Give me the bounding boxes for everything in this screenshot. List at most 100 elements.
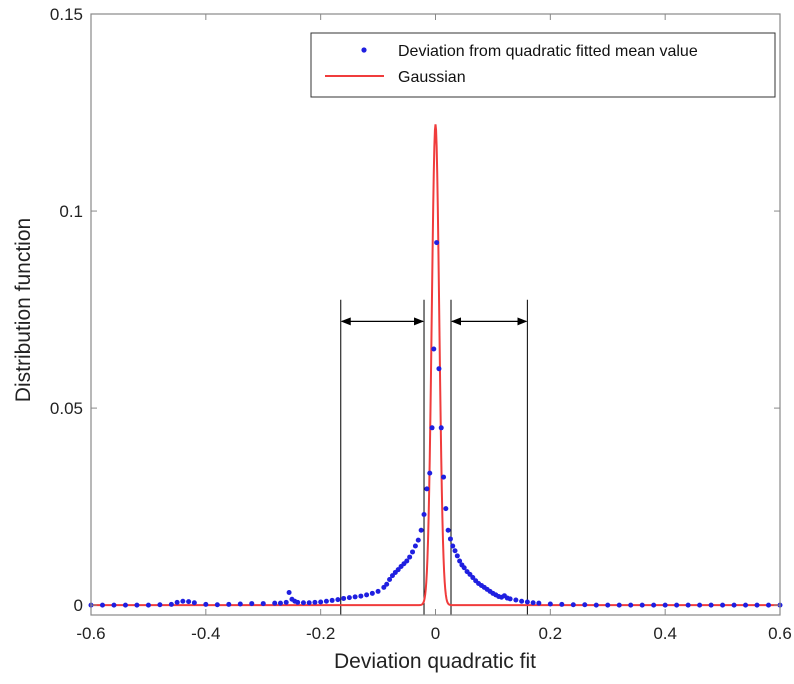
- data-point: [407, 554, 413, 560]
- data-point: [697, 602, 703, 608]
- data-point: [180, 598, 186, 604]
- data-point: [519, 598, 525, 604]
- data-point: [122, 602, 128, 608]
- annotation-group: [340, 299, 528, 615]
- data-point: [743, 602, 749, 608]
- data-point: [168, 601, 174, 607]
- data-point: [410, 549, 416, 555]
- data-point: [454, 553, 460, 559]
- data-point: [438, 425, 444, 431]
- points-layer: [88, 240, 783, 608]
- data-point: [300, 600, 306, 606]
- data-point: [536, 600, 542, 606]
- legend-label-gaussian: Gaussian: [398, 69, 466, 86]
- data-point: [157, 602, 163, 608]
- data-point: [427, 470, 433, 476]
- data-point: [214, 602, 220, 608]
- y-tick-label: 0.15: [50, 5, 83, 24]
- x-tick-label: 0.2: [539, 624, 563, 643]
- data-point: [547, 601, 553, 607]
- data-point: [329, 597, 335, 603]
- data-point: [421, 512, 427, 517]
- data-point: [418, 527, 424, 533]
- data-point: [260, 601, 266, 607]
- data-point: [364, 592, 370, 598]
- data-point: [341, 595, 347, 601]
- data-point: [443, 506, 449, 512]
- data-point: [559, 601, 565, 607]
- data-point: [99, 602, 105, 608]
- y-tick-label: 0: [74, 596, 83, 615]
- data-point: [203, 601, 209, 607]
- data-point: [191, 600, 197, 606]
- data-point: [384, 581, 390, 587]
- data-point: [431, 346, 437, 352]
- legend-marker-points: [361, 47, 367, 53]
- y-axis-ticks: 0 0.05 0.1 0.15: [50, 5, 780, 615]
- data-point: [272, 600, 278, 606]
- data-point: [226, 601, 232, 607]
- x-tick-label: -0.4: [191, 624, 220, 643]
- legend-box: [310, 32, 776, 98]
- data-point: [628, 602, 634, 608]
- data-point: [186, 599, 192, 605]
- data-point: [639, 602, 645, 608]
- data-point: [436, 366, 442, 372]
- data-point: [429, 425, 435, 431]
- data-point: [174, 599, 180, 605]
- data-point: [375, 588, 381, 594]
- data-point: [605, 602, 611, 608]
- data-point: [593, 602, 599, 608]
- data-point: [306, 600, 312, 606]
- data-point: [450, 543, 456, 549]
- data-point: [507, 596, 513, 602]
- data-point: [323, 598, 329, 604]
- data-point: [434, 240, 440, 246]
- data-point: [570, 602, 576, 608]
- data-point: [111, 602, 117, 608]
- data-point: [685, 602, 691, 608]
- data-point: [283, 599, 289, 605]
- x-tick-label: 0.4: [653, 624, 677, 643]
- x-tick-label: 0.6: [768, 624, 792, 643]
- data-point: [674, 602, 680, 608]
- data-point: [441, 474, 447, 480]
- data-point: [452, 548, 458, 554]
- data-point: [249, 601, 255, 607]
- data-point: [457, 558, 463, 564]
- data-point: [412, 543, 418, 549]
- data-point: [424, 486, 430, 492]
- data-point: [387, 577, 393, 583]
- data-point: [145, 602, 151, 608]
- data-point: [295, 599, 301, 605]
- legend: Deviation from quadratic fitted mean val…: [310, 32, 776, 98]
- data-point: [530, 600, 536, 606]
- data-point: [277, 600, 283, 606]
- data-point: [134, 602, 140, 608]
- data-point: [447, 536, 453, 542]
- x-tick-label: -0.2: [306, 624, 335, 643]
- data-point: [662, 602, 668, 608]
- x-tick-label: -0.6: [76, 624, 105, 643]
- plot-area: [91, 14, 780, 615]
- data-point: [766, 602, 772, 608]
- data-point: [415, 537, 421, 543]
- data-point: [318, 599, 324, 605]
- data-point: [358, 593, 364, 599]
- data-point: [445, 527, 451, 533]
- y-tick-label: 0.1: [59, 202, 83, 221]
- data-point: [708, 602, 714, 608]
- data-point: [754, 602, 760, 608]
- data-point: [286, 590, 292, 596]
- data-point: [731, 602, 737, 608]
- x-tick-label: 0: [431, 624, 440, 643]
- data-point: [582, 602, 588, 608]
- data-point: [404, 558, 410, 564]
- legend-label-points: Deviation from quadratic fitted mean val…: [398, 43, 698, 60]
- data-point: [237, 601, 243, 607]
- y-axis-label: Distribution function: [12, 218, 35, 402]
- data-point: [346, 595, 352, 601]
- data-point: [513, 597, 519, 603]
- data-point: [335, 597, 341, 603]
